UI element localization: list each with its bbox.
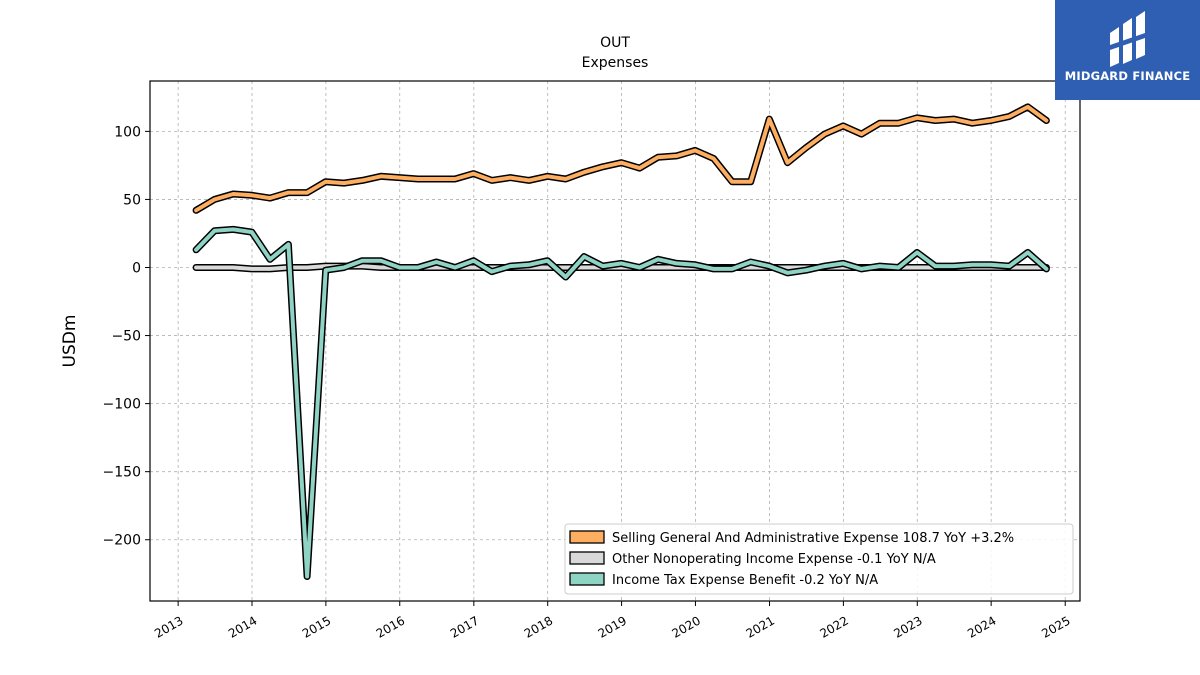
x-tick-label: 2014	[226, 613, 259, 640]
y-tick-label: 0	[132, 260, 141, 276]
y-tick-label: 50	[123, 192, 141, 208]
x-tick-label: 2015	[300, 613, 333, 640]
legend-entry: Other Nonoperating Income Expense -0.1 Y…	[612, 552, 936, 567]
x-tick-label: 2016	[374, 613, 407, 640]
x-tick-label: 2021	[744, 613, 777, 640]
series-layer	[192, 103, 1050, 580]
x-tick-label: 2019	[596, 613, 629, 640]
x-tick-label: 2017	[448, 613, 481, 640]
x-tick-label: 2023	[891, 613, 924, 640]
x-tick-label: 2025	[1039, 613, 1072, 640]
grid	[150, 81, 1080, 601]
x-tick-label: 2020	[669, 613, 702, 640]
midgard-logo-icon	[1110, 11, 1145, 67]
plot-frame	[149, 80, 1081, 602]
legend-swatch	[569, 530, 605, 544]
legend-entry: Income Tax Expense Benefit -0.2 YoY N/A	[612, 573, 878, 588]
x-tick-label: 2024	[965, 613, 998, 640]
y-tick-label: −50	[111, 329, 141, 345]
series-line	[194, 104, 1049, 213]
legend-swatch	[569, 551, 605, 565]
y-tick-label: −150	[103, 465, 141, 481]
series-line	[194, 227, 1049, 579]
legend: Selling General And Administrative Expen…	[564, 523, 1074, 595]
chart-subtitle: Expenses	[582, 55, 649, 71]
series-0	[192, 103, 1050, 214]
y-axis-label: USDm	[60, 315, 80, 368]
chart-title: OUT	[600, 35, 630, 51]
logo-text: MIDGARD FINANCE	[1064, 69, 1191, 83]
series-line-outline	[192, 103, 1050, 214]
y-tick-label: −100	[103, 397, 141, 413]
y-tick-label: −200	[103, 533, 141, 549]
legend-entry: Selling General And Administrative Expen…	[612, 531, 1014, 546]
y-tick-label: 100	[114, 124, 141, 140]
x-tick-label: 2022	[817, 613, 850, 640]
midgard-finance-logo: MIDGARD FINANCE	[1055, 0, 1200, 100]
y-axis: 100 50 0 −50 −100 −150 −200	[103, 124, 150, 549]
x-tick-label: 2018	[522, 613, 555, 640]
x-axis: 2013 2014 2015 2016 2017 2018 2019 2020 2021 2022…	[152, 601, 1073, 641]
series-2	[192, 225, 1050, 580]
legend-box	[564, 523, 1074, 595]
legend-swatch	[569, 572, 605, 586]
x-tick-label: 2013	[152, 613, 185, 640]
